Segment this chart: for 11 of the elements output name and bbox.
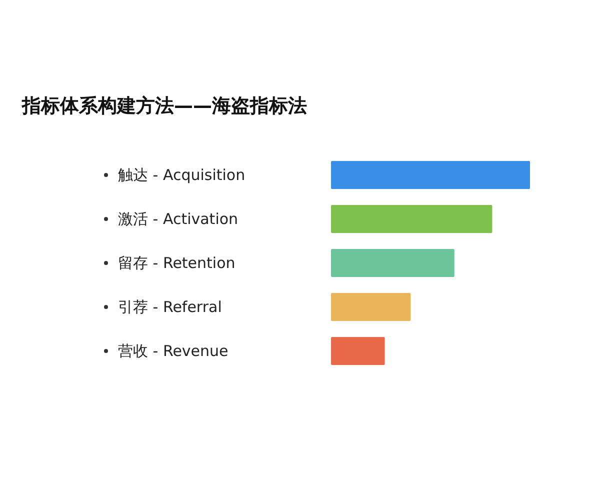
text: 指标体系构建方法——海盗指标法 <box>21 95 307 117</box>
y-tick-label: 激活 - Activation <box>118 210 238 228</box>
bar <box>331 337 385 365</box>
y-tick-label: 引荐 - Referral <box>118 298 222 316</box>
bar <box>331 205 492 233</box>
bar <box>331 249 454 277</box>
y-tick-label: 留存 - Retention <box>118 254 236 272</box>
y-tick-label: 营收 - Revenue <box>118 342 228 360</box>
bar <box>331 293 411 321</box>
y-tick-label: 触达 - Acquisition <box>118 166 246 184</box>
bar <box>331 161 530 189</box>
